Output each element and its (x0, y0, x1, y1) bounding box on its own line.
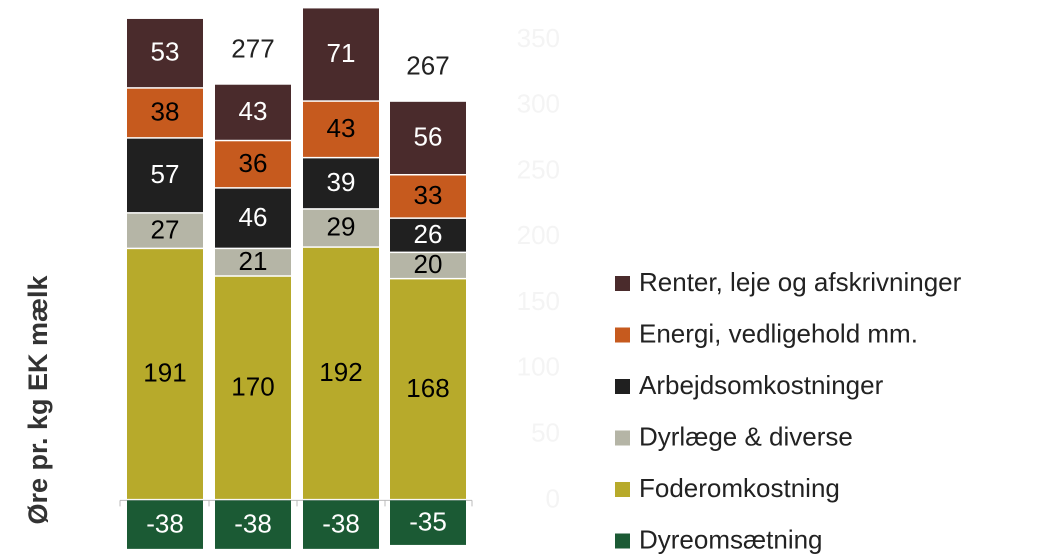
data-label: 39 (327, 167, 356, 197)
bar-segment (303, 8, 379, 101)
y-tick-label: 100 (517, 352, 560, 382)
bar-segment (390, 253, 466, 278)
legend-label: Dyreomsætning (639, 524, 823, 554)
data-label: -35 (409, 506, 447, 536)
y-tick-label: 300 (517, 89, 560, 119)
bar-segment (127, 18, 203, 88)
data-label: 27 (151, 214, 180, 244)
data-label: 43 (327, 113, 356, 143)
legend-swatch (615, 379, 630, 394)
bar-segment (390, 218, 466, 252)
data-label: 29 (327, 212, 356, 242)
total-label: 277 (231, 34, 274, 64)
legend-label: Renter, leje og afskrivninger (639, 267, 962, 297)
data-label: 43 (239, 96, 268, 126)
data-label: 26 (414, 219, 443, 249)
data-label: 71 (327, 38, 356, 68)
data-label: 33 (414, 180, 443, 210)
data-label: 53 (151, 37, 180, 67)
data-label: 36 (239, 148, 268, 178)
data-label: -38 (322, 508, 360, 538)
bar-segment (215, 188, 291, 248)
bar-segment (390, 500, 466, 545)
data-label: 57 (151, 159, 180, 189)
bar-segment (215, 249, 291, 276)
data-label: 46 (239, 202, 268, 232)
legend-label: Foderomkostning (639, 473, 840, 503)
y-tick-label: 350 (517, 23, 560, 53)
legend-swatch (615, 430, 630, 446)
y-axis-label: Øre pr. kg EK mælk (23, 274, 53, 524)
bar-segment (390, 101, 466, 174)
bar-segment (127, 500, 203, 549)
bar-segment (127, 213, 203, 248)
bar-segment (303, 500, 379, 549)
data-label: 168 (406, 373, 449, 403)
legend-swatch (615, 327, 630, 343)
bar-segment (390, 175, 466, 218)
bar-segment (303, 158, 379, 209)
bar-segment (127, 138, 203, 213)
data-label: 56 (414, 122, 443, 152)
bar-segment (303, 247, 379, 499)
y-tick-label: 200 (517, 220, 560, 250)
data-label: -38 (146, 508, 184, 538)
y-tick-label: 0 (546, 483, 560, 513)
data-label: 20 (414, 249, 443, 279)
data-label: 38 (151, 97, 180, 127)
bar-segment (390, 279, 466, 499)
y-tick-label: 150 (517, 286, 560, 316)
bar-segment (303, 101, 379, 157)
bar-segment (215, 500, 291, 549)
total-label: 267 (406, 51, 449, 81)
legend-label: Arbejdsomkostninger (639, 370, 884, 400)
bar-segment (215, 141, 291, 188)
legend-label: Dyrlæge & diverse (639, 421, 853, 451)
legend-label: Energi, vedligehold mm. (639, 318, 918, 348)
bar-segment (215, 276, 291, 499)
bar-segment (215, 84, 291, 140)
bar-segment (127, 249, 203, 499)
legend-swatch (615, 533, 630, 549)
legend-swatch (615, 482, 630, 497)
y-tick-label: 50 (531, 417, 560, 447)
data-label: 192 (319, 357, 362, 387)
data-label: 21 (239, 246, 268, 276)
y-tick-label: 250 (517, 154, 560, 184)
data-label: 170 (231, 371, 274, 401)
data-label: -38 (234, 508, 272, 538)
bar-segment (127, 88, 203, 138)
legend-swatch (615, 276, 630, 291)
bar-segment (303, 209, 379, 247)
data-label: 191 (143, 358, 186, 388)
